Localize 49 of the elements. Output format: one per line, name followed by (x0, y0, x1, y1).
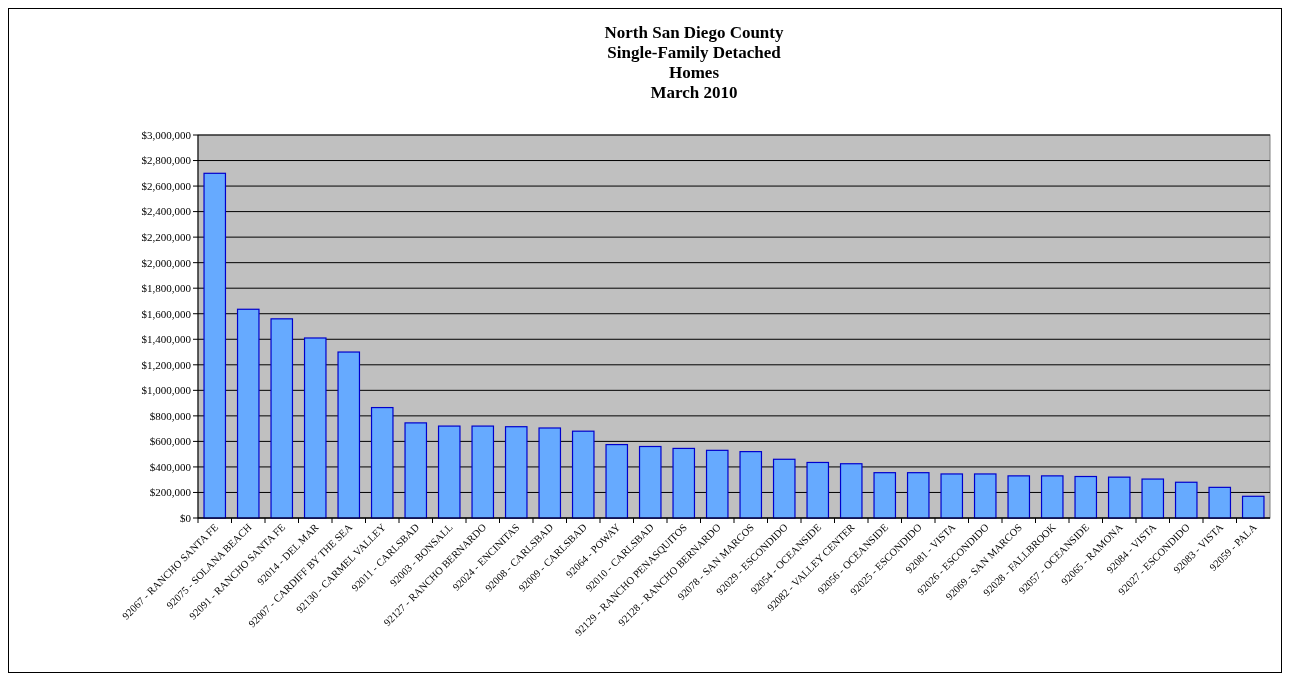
bar (638, 445, 662, 519)
y-tick-label: $1,200,000 (141, 358, 192, 371)
bar (1007, 475, 1031, 519)
y-tick-label: $2,000,000 (141, 256, 192, 269)
bar (906, 472, 930, 519)
bar (370, 406, 394, 519)
y-tick-label: $0 (180, 511, 192, 524)
chart-title: North San Diego County Single-Family Detached Homes March 2010 (604, 23, 784, 102)
bar (940, 473, 964, 519)
y-tick-label: $3,000,000 (141, 128, 192, 141)
bar (1241, 495, 1265, 519)
bar (605, 443, 629, 519)
bar (270, 318, 294, 519)
bar (337, 351, 361, 519)
bar (504, 426, 528, 519)
bar (471, 425, 495, 519)
y-tick-label: $1,800,000 (141, 282, 192, 295)
y-tick-label: $2,800,000 (141, 154, 192, 167)
y-tick-label: $2,200,000 (141, 230, 192, 243)
bar (839, 463, 863, 519)
y-tick-label: $200,000 (149, 486, 192, 499)
bar (404, 422, 428, 519)
bar (672, 447, 696, 519)
y-tick-label: $400,000 (149, 460, 192, 473)
y-tick-label: $2,600,000 (141, 179, 192, 192)
y-tick-label: $2,400,000 (141, 205, 192, 218)
bar (236, 308, 260, 519)
y-tick-label: $1,600,000 (141, 307, 192, 320)
y-tick-label: $800,000 (149, 409, 192, 422)
bar (1174, 481, 1198, 519)
bar (1040, 475, 1064, 519)
bar (772, 458, 796, 519)
bar (303, 337, 327, 519)
y-tick-label: $1,400,000 (141, 333, 192, 346)
bar (973, 473, 997, 519)
bar (806, 461, 830, 519)
y-tick-label: $1,000,000 (141, 384, 192, 397)
bar (1107, 476, 1131, 519)
bar (1208, 486, 1232, 519)
bar (538, 427, 562, 519)
bar (739, 451, 763, 519)
bar (1074, 475, 1098, 519)
bar (873, 472, 897, 519)
bar (705, 449, 729, 519)
bar (1141, 478, 1165, 519)
bar (203, 172, 227, 519)
bar (437, 425, 461, 519)
y-tick-label: $600,000 (149, 435, 192, 448)
bar (571, 430, 595, 519)
